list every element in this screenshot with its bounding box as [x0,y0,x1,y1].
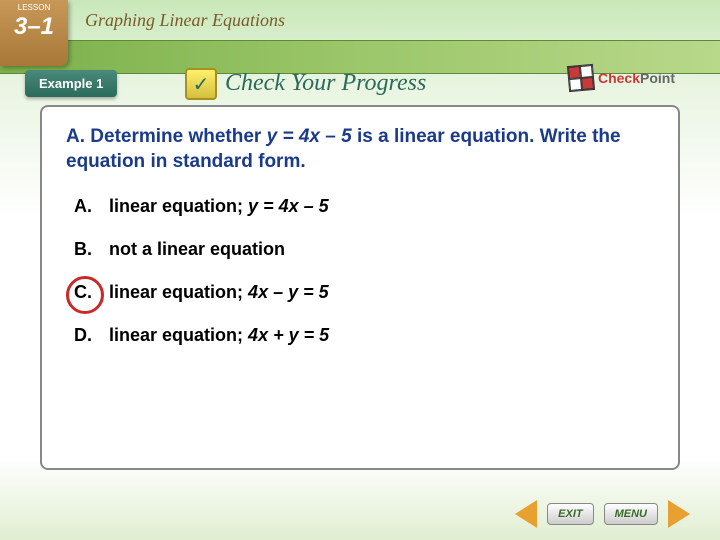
exit-button[interactable]: EXIT [547,503,593,525]
prev-arrow-icon[interactable] [515,500,537,528]
slide: LESSON 3–1 Graphing Linear Equations Exa… [0,0,720,540]
example-badge: Example 1 [25,70,117,97]
choice-a[interactable]: A. linear equation; y = 4x – 5 [66,196,654,217]
next-arrow-icon[interactable] [668,500,690,528]
check-your-progress: Check Your Progress [225,70,426,97]
checkpoint-logo: CheckPoint [568,65,675,91]
question-equation: y = 4x – 5 [267,126,352,147]
lesson-label: LESSON [0,4,68,13]
lesson-number: 3–1 [14,13,54,40]
choice-b[interactable]: B. not a linear equation [66,239,654,260]
menu-button[interactable]: MENU [604,503,658,525]
choice-d[interactable]: D. linear equation; 4x + y = 5 [66,325,654,346]
content-box: A. Determine whether y = 4x – 5 is a lin… [40,105,680,470]
footer-nav: EXIT MENU [515,500,690,528]
lesson-title: Graphing Linear Equations [85,10,285,31]
choice-c[interactable]: C. linear equation; 4x – y = 5 [66,282,654,303]
lesson-tab: LESSON 3–1 [0,0,68,66]
checkpoint-text: CheckPoint [598,70,675,86]
checkpoint-grid-icon [567,64,595,92]
question-text: A. Determine whether y = 4x – 5 is a lin… [66,125,654,174]
correct-circle-icon [66,276,104,314]
checkmark-icon: ✓ [185,68,217,100]
